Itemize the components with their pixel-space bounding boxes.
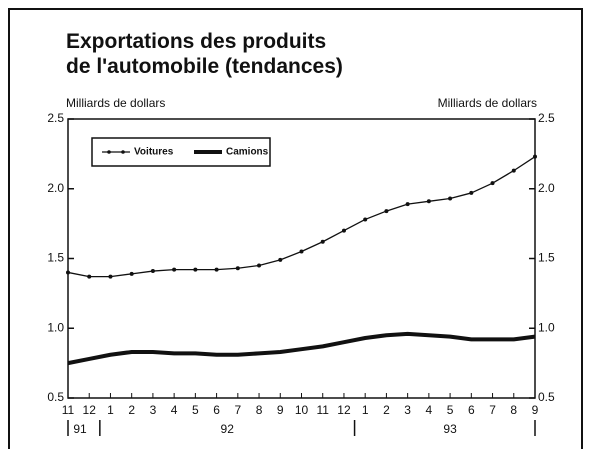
point <box>299 249 304 254</box>
frame <box>8 8 583 449</box>
point <box>384 209 389 214</box>
x-tick-label: 12 <box>337 403 351 417</box>
tick-label: 2.0 <box>47 181 64 195</box>
x-tick-label: 11 <box>62 403 75 417</box>
point <box>511 168 516 173</box>
chart-title: de l'automobile (tendances) <box>66 55 343 78</box>
series-line <box>67 156 536 278</box>
x-tick-label: 7 <box>234 403 241 417</box>
point <box>150 269 155 274</box>
year-label: 92 <box>221 422 235 436</box>
point <box>320 239 325 244</box>
x-tick-label: 9 <box>532 403 539 417</box>
chart-title: Exportations des produits <box>66 30 326 53</box>
legend-label: Voitures <box>134 147 174 158</box>
x-tick-label: 12 <box>83 403 97 417</box>
point <box>405 202 410 207</box>
x-tick-label: 3 <box>150 403 157 417</box>
tick-label: 0.5 <box>538 390 555 404</box>
point <box>490 181 495 186</box>
tick-label: 1.5 <box>538 251 555 265</box>
legend-marker <box>121 150 125 154</box>
legend-marker <box>107 150 111 154</box>
x-tick-label: 8 <box>256 403 263 417</box>
x-tick-label: 1 <box>107 403 114 417</box>
point <box>129 271 134 276</box>
tick-label: 1.0 <box>47 320 64 334</box>
point <box>448 196 453 201</box>
x-tick-label: 5 <box>447 403 454 417</box>
x-tick-label: 4 <box>426 403 433 417</box>
point <box>426 199 431 204</box>
year-label: 91 <box>73 422 87 436</box>
point <box>363 217 368 222</box>
tick-label: 2.5 <box>47 111 64 125</box>
x-tick-label: 2 <box>128 403 135 417</box>
point <box>193 267 198 272</box>
tick-label: 2.0 <box>538 181 555 195</box>
x-tick-label: 1 <box>362 403 369 417</box>
y2-axis-label: Milliards de dollars <box>438 96 537 110</box>
x-tick-label: 6 <box>213 403 220 417</box>
x-tick-label: 9 <box>277 403 284 417</box>
x-tick-label: 3 <box>404 403 411 417</box>
x-tick-label: 7 <box>489 403 496 417</box>
point <box>469 190 474 195</box>
x-tick-label: 11 <box>316 403 329 417</box>
x-tick-label: 6 <box>468 403 475 417</box>
x-tick-label: 4 <box>171 403 178 417</box>
y-axis-label: Milliards de dollars <box>66 96 165 110</box>
point <box>533 154 537 159</box>
point <box>341 228 346 233</box>
tick-label: 1.5 <box>47 251 64 265</box>
point <box>257 263 262 268</box>
point <box>172 267 177 272</box>
point <box>66 270 70 275</box>
year-label: 93 <box>443 422 457 436</box>
x-tick-label: 2 <box>383 403 390 417</box>
series-line <box>67 331 536 366</box>
point <box>87 274 92 279</box>
tick-label: 1.0 <box>538 320 555 334</box>
point <box>108 274 113 279</box>
point <box>214 267 219 272</box>
legend-label: Camions <box>226 147 269 158</box>
x-tick-label: 10 <box>295 403 309 417</box>
point <box>278 257 283 262</box>
tick-label: 0.5 <box>47 390 64 404</box>
point <box>235 266 240 271</box>
tick-label: 2.5 <box>538 111 555 125</box>
x-tick-label: 5 <box>192 403 199 417</box>
x-tick-label: 8 <box>510 403 517 417</box>
